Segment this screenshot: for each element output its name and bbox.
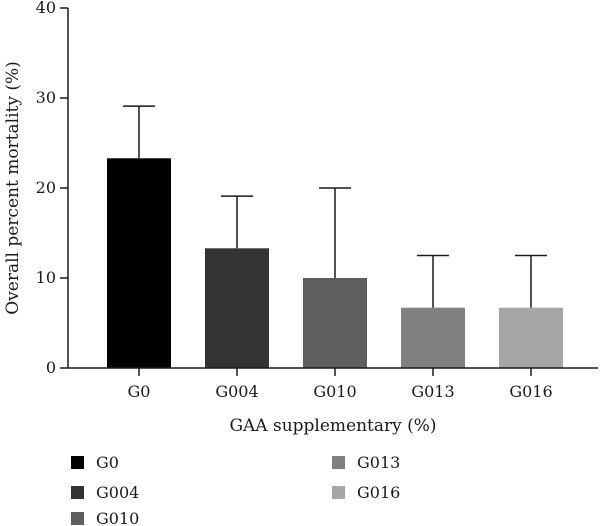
- y-axis: 0 10 20 30 40: [36, 0, 68, 377]
- bar-series: [107, 158, 563, 368]
- x-tick-label: G016: [509, 382, 552, 401]
- x-axis: G0 G004 G010 G013 G016: [128, 368, 553, 401]
- x-tick-label: G0: [128, 382, 151, 401]
- y-tick-label: 40: [36, 0, 56, 17]
- bar-g013: [401, 307, 465, 368]
- y-tick-label: 10: [36, 268, 56, 287]
- legend-label-g013: G013: [357, 453, 400, 472]
- bar-g016: [499, 307, 563, 368]
- legend-swatch-g013: [332, 456, 345, 469]
- legend-swatch-g0: [71, 456, 84, 469]
- legend-label-g010: G010: [96, 509, 139, 526]
- x-tick-label: G013: [411, 382, 454, 401]
- x-tick-label: G010: [313, 382, 356, 401]
- legend-swatch-g004: [71, 486, 84, 499]
- y-axis-title: Overall percent mortality (%): [3, 61, 23, 315]
- y-tick-label: 0: [46, 358, 56, 377]
- bar-g0: [107, 158, 171, 368]
- y-tick-label: 30: [36, 88, 56, 107]
- legend-label-g016: G016: [357, 483, 400, 502]
- error-bars: [123, 105, 547, 308]
- legend-swatch-g010: [71, 512, 84, 525]
- y-tick-label: 20: [36, 178, 56, 197]
- bar-g004: [205, 248, 269, 368]
- legend-label-g0: G0: [96, 453, 119, 472]
- x-axis-title: GAA supplementary (%): [229, 416, 436, 436]
- bar-g010: [303, 278, 367, 368]
- x-tick-label: G004: [215, 382, 258, 401]
- legend: G0 G004 G010 G013 G016: [71, 453, 400, 526]
- legend-swatch-g016: [332, 486, 345, 499]
- legend-label-g004: G004: [96, 483, 139, 502]
